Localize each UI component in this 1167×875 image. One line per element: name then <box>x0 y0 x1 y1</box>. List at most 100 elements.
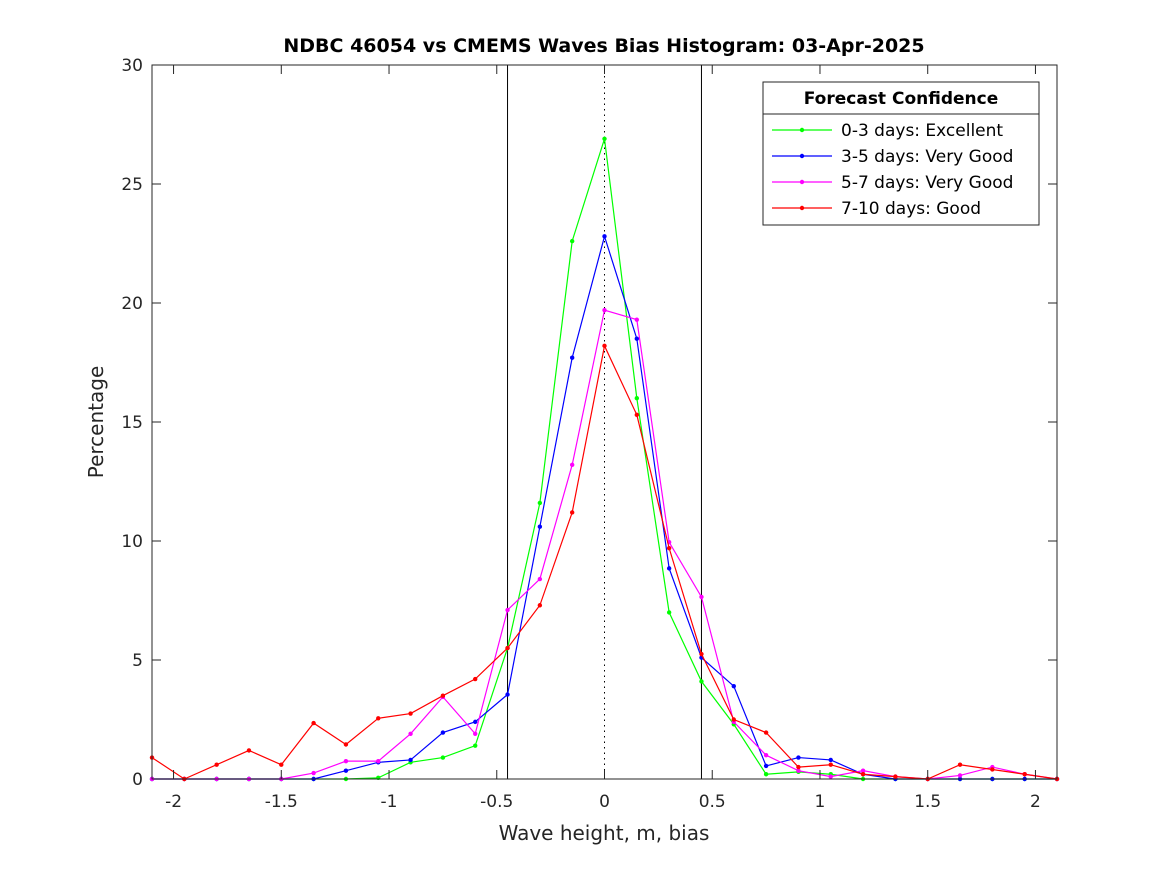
data-point <box>505 607 510 613</box>
x-tick-label: 1.5 <box>914 792 941 812</box>
legend-label: 7-10 days: Good <box>841 199 981 219</box>
legend-box <box>762 81 1040 226</box>
data-point <box>634 336 640 341</box>
x-tick-label: -1 <box>381 792 398 812</box>
y-tick-label: 20 <box>121 294 143 314</box>
data-point <box>634 317 640 322</box>
data-point <box>860 772 866 777</box>
data-point <box>440 730 446 735</box>
data-point <box>505 645 510 651</box>
x-tick-label: 1 <box>815 792 826 812</box>
legend-marker-swatch <box>799 205 805 211</box>
data-point <box>376 758 381 764</box>
data-point <box>246 748 252 753</box>
data-point <box>634 412 640 418</box>
data-point <box>666 610 672 615</box>
x-tick-label: -1.5 <box>265 792 298 812</box>
y-tick-label: 15 <box>121 413 143 433</box>
reference-lines <box>507 65 702 779</box>
data-point <box>537 576 543 582</box>
data-point <box>537 524 543 529</box>
chart-title: NDBC 46054 vs CMEMS Waves Bias Histogram… <box>283 35 924 57</box>
y-tick-label: 10 <box>121 532 143 552</box>
y-tick-label: 25 <box>121 175 143 195</box>
y-tick-label: 0 <box>132 770 143 790</box>
data-point <box>569 238 575 244</box>
x-tick-label: 2 <box>1030 792 1041 812</box>
data-point <box>473 719 478 725</box>
data-point <box>763 753 769 758</box>
data-point <box>1022 772 1027 777</box>
data-point <box>828 757 833 763</box>
data-point <box>505 692 510 697</box>
legend-marker-swatch <box>799 179 805 185</box>
data-point <box>699 651 704 657</box>
data-point <box>569 510 575 515</box>
legend-marker-swatch <box>799 127 805 133</box>
x-tick-label: 0.5 <box>699 792 726 812</box>
data-point <box>602 343 607 349</box>
x-tick-label: -2 <box>165 792 182 812</box>
legend-label: 3-5 days: Very Good <box>841 147 1013 167</box>
data-point <box>569 462 575 468</box>
data-point <box>957 773 963 778</box>
legend-label: 5-7 days: Very Good <box>841 173 1013 193</box>
y-axis-ticks: 0 5 10 15 20 25 30 <box>121 56 1057 790</box>
data-point <box>699 594 704 600</box>
data-point <box>473 731 478 736</box>
y-axis-label: Percentage <box>84 366 108 479</box>
x-axis-ticks: -2 -1.5 -1 -0.5 0 0.5 1 1.5 2 <box>165 65 1041 812</box>
data-point <box>763 730 769 735</box>
x-tick-label: -0.5 <box>480 792 513 812</box>
legend-entry: 7-10 days: Good <box>772 199 981 219</box>
x-axis-label: Wave height, m, bias <box>499 821 710 845</box>
data-point <box>311 770 316 776</box>
data-point <box>602 234 607 239</box>
data-point <box>473 676 478 682</box>
legend-entry: 5-7 days: Very Good <box>772 173 1013 193</box>
data-point <box>763 763 769 769</box>
data-point <box>731 717 736 722</box>
data-point <box>440 755 446 760</box>
data-point <box>569 355 575 360</box>
data-point <box>796 764 801 770</box>
data-point <box>408 757 413 763</box>
data-point <box>796 768 801 773</box>
legend: Forecast Confidence 0-3 days: Excellent 3… <box>762 81 1040 226</box>
data-point <box>602 136 607 141</box>
legend-entries: 0-3 days: Excellent 3-5 days: Very Good 5-… <box>772 121 1013 219</box>
data-point <box>666 545 672 551</box>
data-point <box>602 307 607 313</box>
data-point <box>828 774 833 779</box>
data-point <box>343 758 349 764</box>
data-point <box>699 679 704 684</box>
data-point <box>408 711 413 716</box>
data-point <box>343 768 349 773</box>
x-tick-label: 0 <box>599 792 610 812</box>
legend-marker-swatch <box>799 153 805 159</box>
legend-entry: 0-3 days: Excellent <box>772 121 1003 141</box>
y-tick-label: 30 <box>121 56 143 76</box>
data-point <box>279 762 284 767</box>
data-point <box>440 693 446 698</box>
data-point <box>763 772 769 777</box>
data-point <box>214 762 219 767</box>
legend-entry: 3-5 days: Very Good <box>772 147 1013 167</box>
data-point <box>311 720 316 726</box>
data-point <box>860 768 866 773</box>
data-point <box>376 716 381 721</box>
data-point <box>634 396 640 401</box>
data-point <box>537 500 543 506</box>
data-point <box>537 603 543 608</box>
data-point <box>796 755 801 760</box>
data-point <box>731 683 736 689</box>
data-point <box>990 767 995 772</box>
data-point <box>473 743 478 748</box>
legend-label: 0-3 days: Excellent <box>841 121 1003 141</box>
data-point <box>343 742 349 747</box>
data-point <box>957 762 963 767</box>
legend-title: Forecast Confidence <box>804 89 999 109</box>
y-tick-label: 5 <box>132 651 143 671</box>
data-point <box>666 566 672 571</box>
